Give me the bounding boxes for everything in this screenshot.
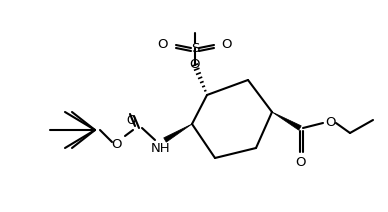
Text: NH: NH bbox=[151, 141, 171, 155]
Text: S: S bbox=[191, 42, 199, 54]
Text: O: O bbox=[126, 113, 136, 127]
Polygon shape bbox=[164, 124, 192, 142]
Text: O: O bbox=[295, 156, 305, 170]
Text: O: O bbox=[222, 39, 232, 52]
Text: O: O bbox=[190, 59, 200, 71]
Text: O: O bbox=[158, 39, 168, 52]
Text: O: O bbox=[112, 138, 122, 151]
Text: O: O bbox=[326, 117, 336, 130]
Polygon shape bbox=[272, 112, 301, 130]
